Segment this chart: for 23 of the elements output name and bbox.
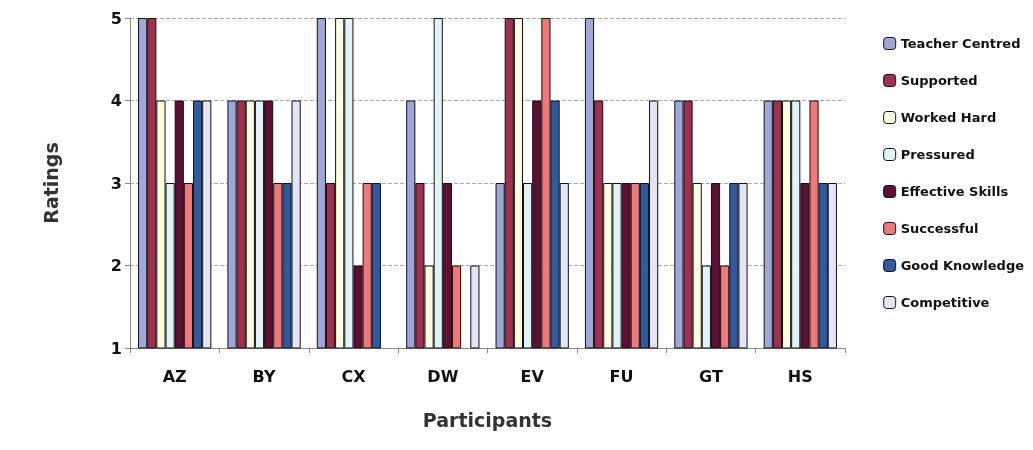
- legend-label: Good Knowledge: [900, 258, 1025, 273]
- legend-label: Worked Hard: [900, 110, 997, 125]
- x-tick-label: FU: [609, 366, 634, 386]
- y-tick-label: 5: [110, 8, 122, 28]
- legend-label: Teacher Centred: [900, 36, 1021, 51]
- x-tick-label: BY: [252, 366, 276, 386]
- legend-label: Effective Skills: [900, 184, 1009, 199]
- x-tick-label: DW: [427, 366, 459, 386]
- x-tick-label: HS: [787, 366, 813, 386]
- y-tick-label: 2: [110, 256, 122, 275]
- y-tick-label: 4: [110, 91, 122, 110]
- legend-label: Successful: [900, 221, 979, 236]
- x-tick-label: GT: [699, 366, 723, 386]
- x-tick-label: AZ: [162, 366, 187, 386]
- legend-label: Pressured: [900, 147, 975, 162]
- x-tick-label: CX: [341, 366, 367, 386]
- x-axis-title: Participants: [422, 408, 553, 431]
- y-axis-title: Ratings: [39, 142, 62, 224]
- y-tick-label: 3: [110, 173, 122, 193]
- legend-label: Competitive: [900, 295, 990, 310]
- legend-label: Supported: [900, 73, 978, 88]
- y-tick-label: 1: [110, 338, 122, 358]
- x-tick-label: EV: [520, 366, 545, 386]
